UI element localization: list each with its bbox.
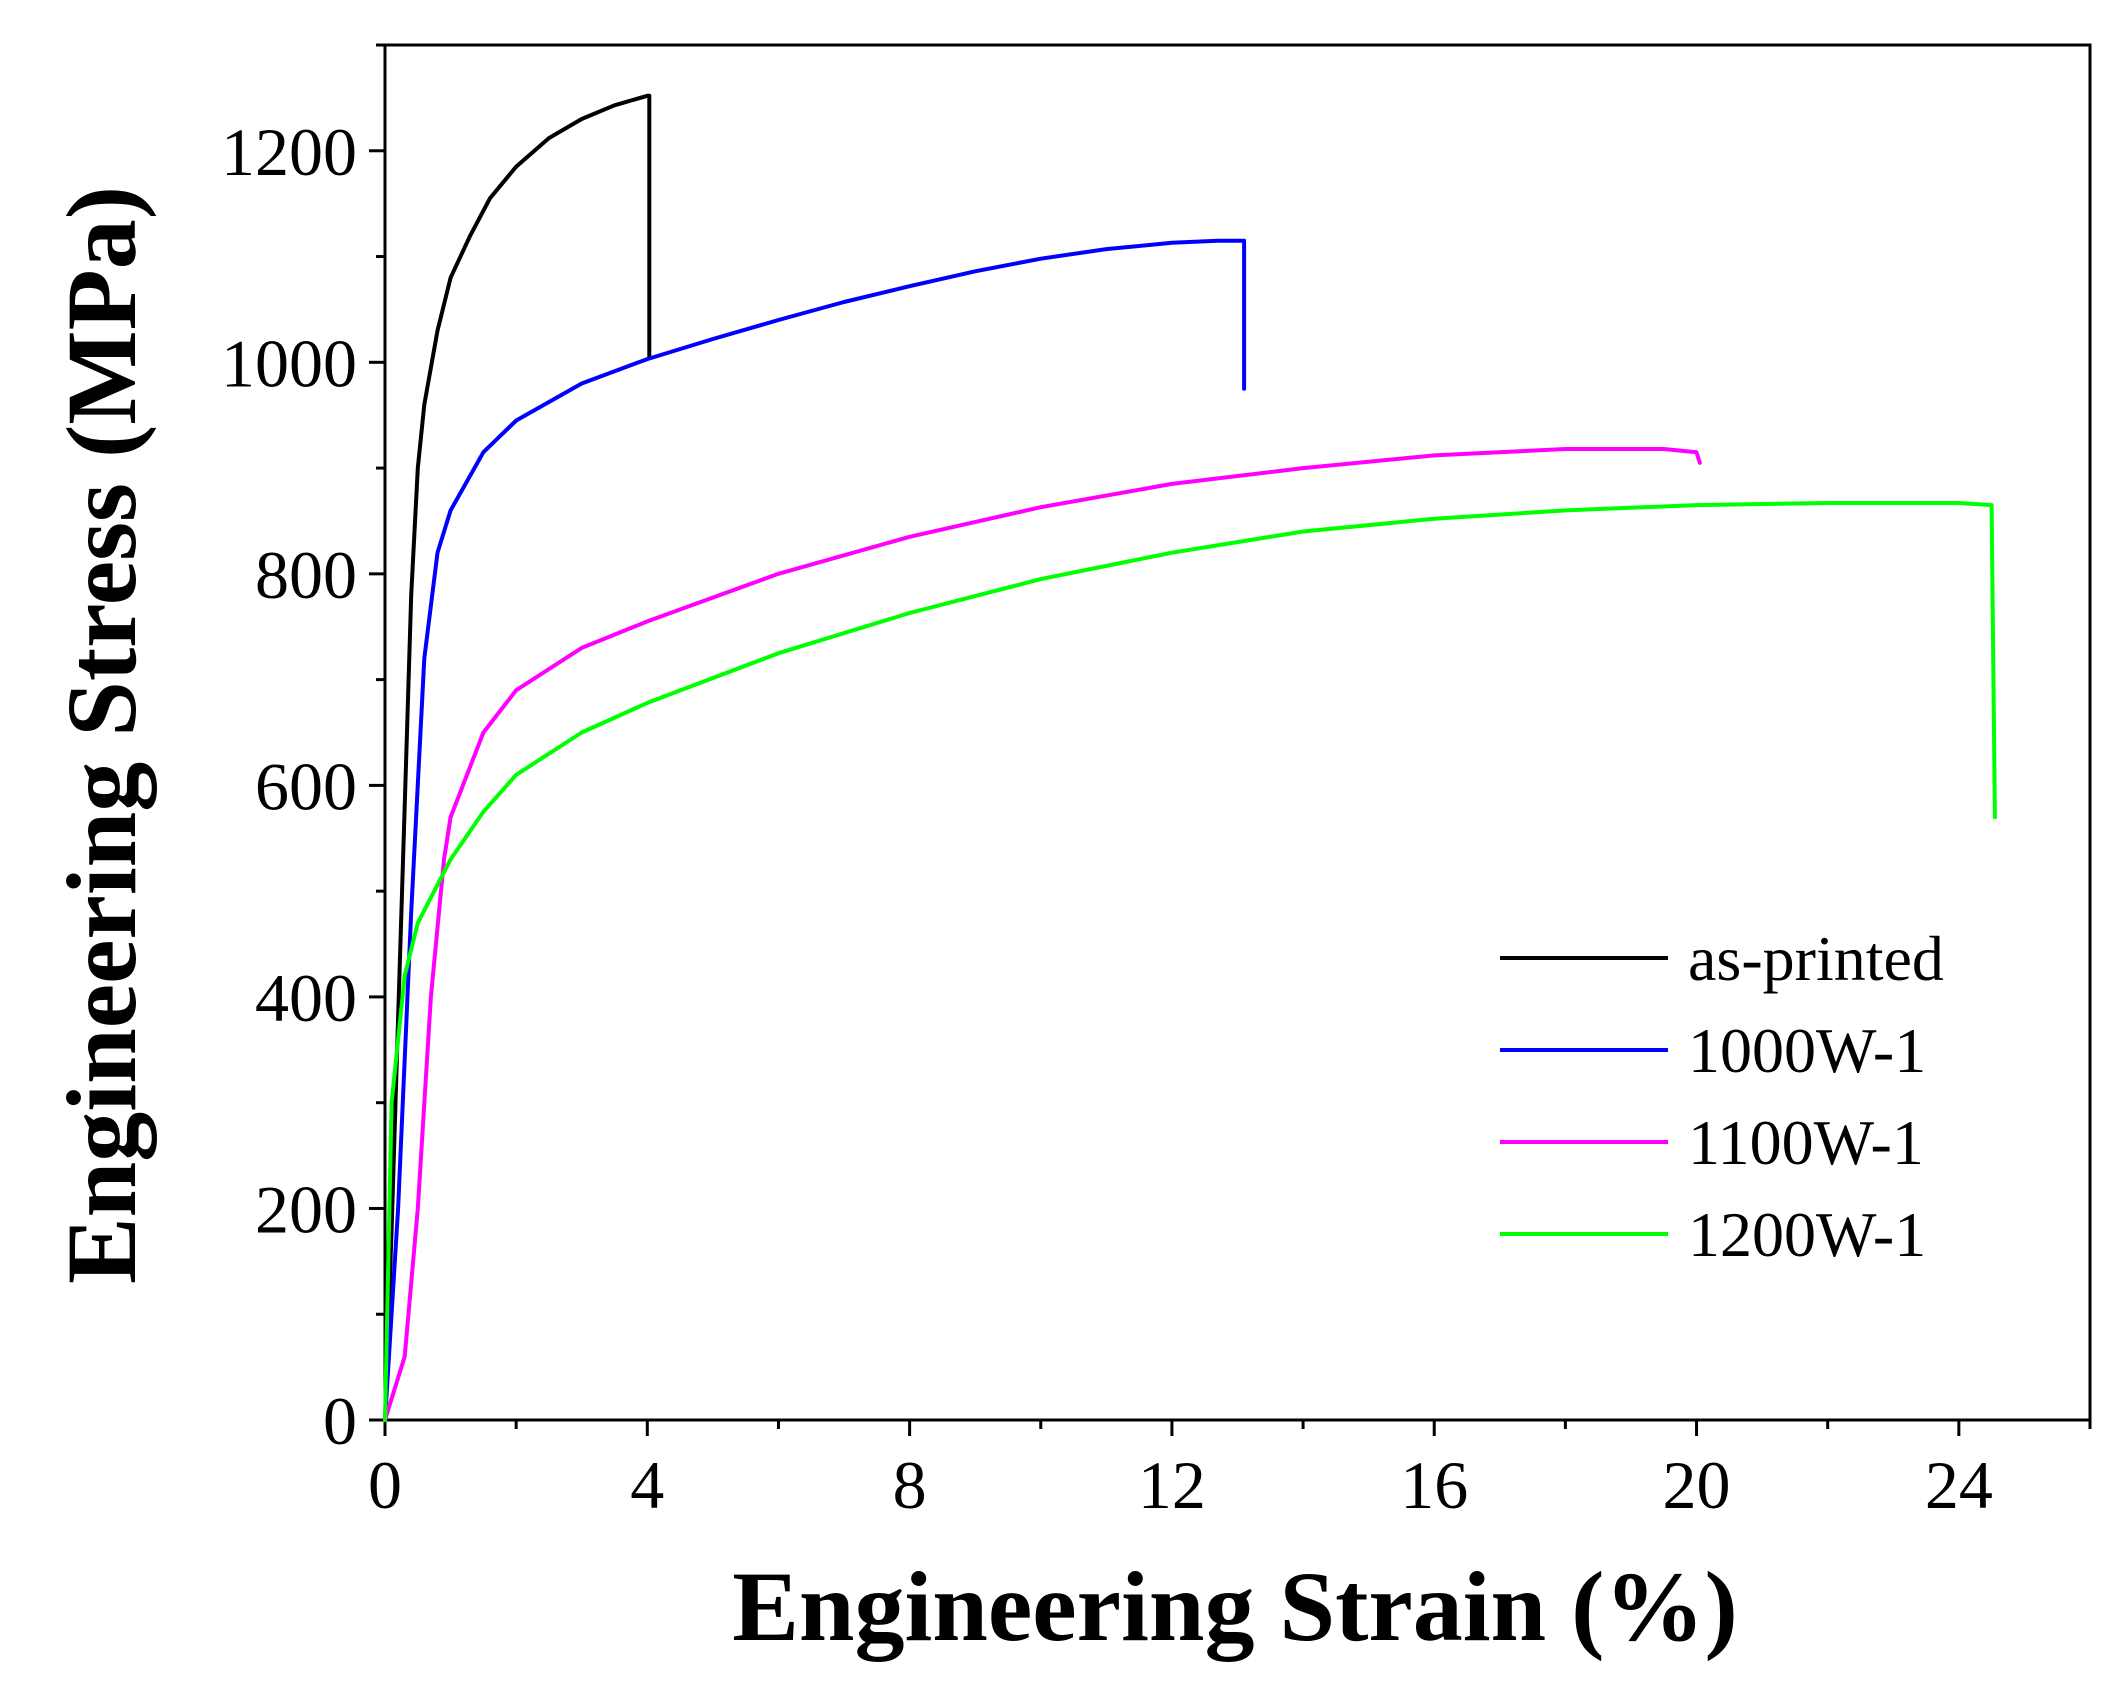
x-tick-label: 16 [1400, 1447, 1468, 1523]
series-layer [383, 93, 1997, 1422]
legend: as-printed 1000W-1 1100W-1 1200W-1 [1500, 923, 1944, 1270]
legend-label-1100w-1: 1100W-1 [1688, 1107, 1924, 1178]
series-line-1100w-1 [383, 447, 1702, 1422]
y-tick-label: 200 [255, 1171, 357, 1247]
plot-frame [383, 43, 2092, 1422]
y-tick-label: 600 [255, 748, 357, 824]
series-line-1200w-1 [383, 501, 1997, 1422]
x-tick-label: 20 [1663, 1447, 1731, 1523]
y-tick-label: 1000 [221, 325, 357, 401]
legend-label-1000w-1: 1000W-1 [1688, 1015, 1926, 1086]
series-line-1000w-1 [383, 238, 1247, 1422]
x-tick-label: 4 [630, 1447, 664, 1523]
y-tick-label: 400 [255, 960, 357, 1036]
legend-label-1200w-1: 1200W-1 [1688, 1199, 1926, 1270]
x-tick-label: 0 [368, 1447, 402, 1523]
y-axis-title: Engineering Stress (MPa) [46, 186, 157, 1284]
y-tick-label: 800 [255, 537, 357, 613]
series-line-as-printed [383, 93, 652, 1422]
legend-label-as-printed: as-printed [1688, 923, 1944, 994]
y-tick-label: 1200 [221, 114, 357, 190]
x-tick-label: 8 [893, 1447, 927, 1523]
x-tick-label: 24 [1925, 1447, 1993, 1523]
axes-layer: 0 4 8 12 16 20 24 0 200 400 600 800 1000 1200 [221, 43, 2092, 1523]
y-tick-label: 0 [323, 1383, 357, 1459]
x-tick-label: 12 [1138, 1447, 1206, 1523]
x-axis-title: Engineering Strain (%) [732, 1551, 1738, 1662]
